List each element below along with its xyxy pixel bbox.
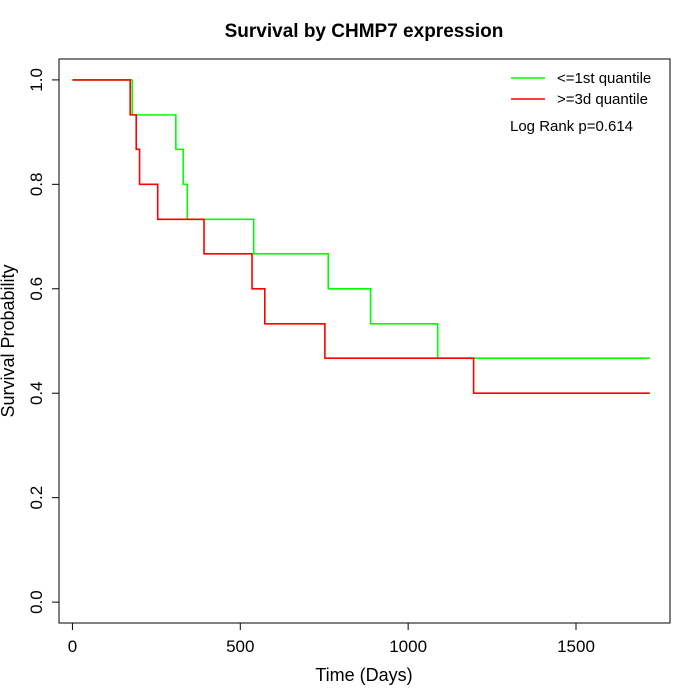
x-axis: 0 500 1000 1500 [68,623,595,656]
x-tick-label: 1000 [389,637,427,656]
chart-title: Survival by CHMP7 expression [225,21,504,42]
y-axis: 0.0 0.2 0.4 0.6 0.8 1.0 [27,68,59,614]
survival-curve-series-2 [72,79,650,395]
x-tick-label: 0 [68,637,77,656]
y-axis-label: Survival Probability [0,264,18,417]
x-tick-label: 1500 [557,637,595,656]
y-tick-label: 0.2 [27,486,46,510]
x-tick-label: 500 [226,637,254,656]
x-axis-label: Time (Days) [315,665,412,685]
log-rank-annotation: Log Rank p=0.614 [510,118,633,135]
y-tick-label: 0.4 [27,381,46,405]
y-tick-label: 0.8 [27,173,46,197]
y-tick-label: 0.0 [27,590,46,614]
survival-curve-series-1 [72,79,650,360]
legend-label-series-2: >=3d quantile [557,91,648,108]
y-tick-label: 1.0 [27,68,46,92]
y-tick-label: 0.6 [27,277,46,301]
legend: <=1st quantile >=3d quantile [511,70,651,108]
series-layer [72,79,650,395]
plot-frame [58,58,671,624]
legend-label-series-1: <=1st quantile [557,70,651,87]
